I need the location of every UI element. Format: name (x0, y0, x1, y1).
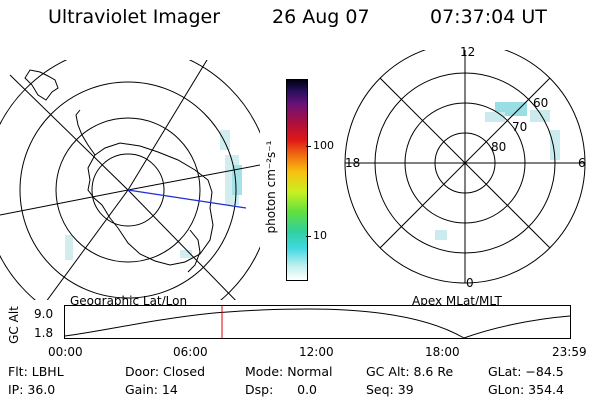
peninsula-outline (75, 109, 96, 156)
orbit-xtick-0600: 06:00 (173, 345, 208, 359)
gc-alt-readout: GC Alt: 8.6 Re (366, 364, 454, 379)
colorbar-unit-label: photon cm⁻²s⁻¹ (264, 140, 278, 234)
colorbar-tick-100: 100 (313, 139, 334, 152)
mlt-label-0: 0 (466, 276, 474, 290)
south-america-outline (24, 69, 59, 101)
mlat-label-70: 70 (512, 120, 528, 134)
mlt-label-18: 18 (345, 156, 361, 170)
glat-readout: GLat: −84.5 (488, 364, 564, 379)
orbit-altitude-curve (64, 308, 571, 339)
mlt-label-12: 12 (460, 45, 476, 59)
orbit-xtick-2359: 23:59 (552, 345, 587, 359)
left-panel-caption: Geographic Lat/Lon (70, 294, 188, 308)
latitude-rings (0, 60, 260, 300)
orbit-ytick-top: 9.0 (34, 307, 54, 321)
mlt-lines (345, 50, 585, 283)
seq-readout: Seq: 39 (366, 382, 414, 397)
longitude-lines (0, 60, 260, 300)
orbit-xtick-0000: 00:00 (48, 345, 83, 359)
orbit-xtick-1800: 18:00 (425, 345, 460, 359)
orbit-ytick-bottom: 1.8 (34, 326, 54, 340)
orbit-altitude-plot (64, 305, 571, 339)
time-label: 07:37:04 UT (430, 6, 547, 28)
colorbar-tick (306, 146, 311, 147)
mlt-label-6: 6 (578, 156, 586, 170)
dsp-readout: Dsp: 0.0 (245, 382, 318, 397)
aurora-oval (435, 102, 560, 240)
sun-direction-line (127, 189, 247, 209)
mode-readout: Mode: Normal (245, 364, 333, 379)
coast-fragment (187, 229, 201, 273)
mlat-label-60: 60 (533, 96, 549, 110)
door-readout: Door: Closed (125, 364, 206, 379)
colorbar-tick-10: 10 (313, 229, 327, 242)
magnetic-polar-map (344, 50, 586, 284)
gain-readout: Gain: 14 (125, 382, 178, 397)
antarctica-outline (87, 142, 214, 266)
mlat-label-80: 80 (491, 140, 507, 154)
date-label: 26 Aug 07 (272, 6, 370, 28)
geographic-polar-map (0, 60, 260, 300)
filter-readout: Flt: LBHL (8, 364, 64, 379)
instrument-title: Ultraviolet Imager (48, 6, 221, 28)
glon-readout: GLon: 354.4 (488, 382, 564, 397)
ip-readout: IP: 36.0 (8, 382, 56, 397)
color-scale-bar (286, 79, 308, 281)
right-panel-caption: Apex MLat/MLT (412, 294, 502, 308)
orbit-xtick-1200: 12:00 (299, 345, 334, 359)
colorbar-tick (306, 236, 311, 237)
orbit-ylabel: GC Alt (7, 306, 21, 344)
